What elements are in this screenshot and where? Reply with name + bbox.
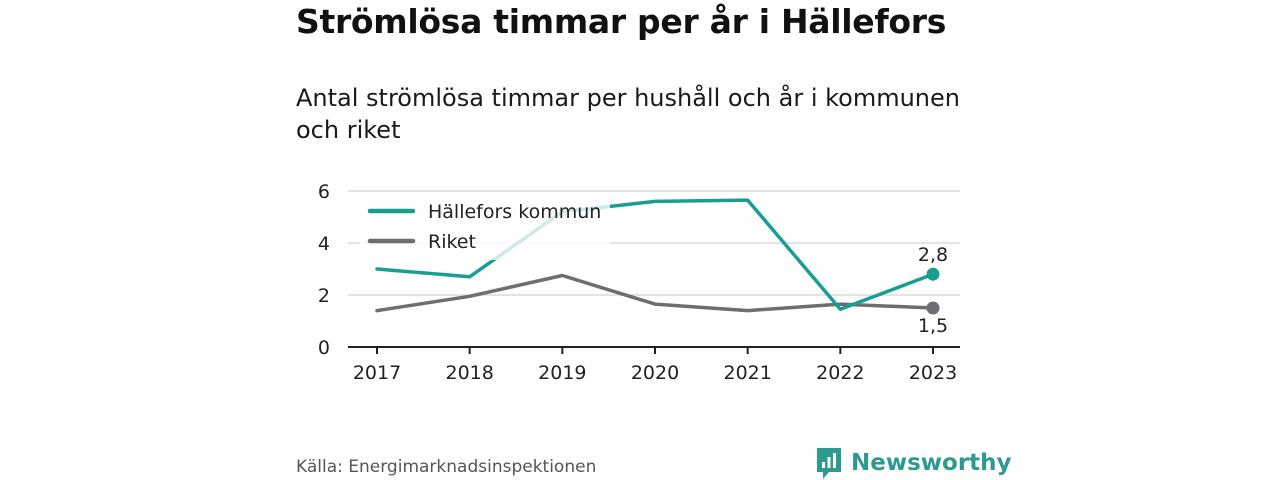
legend-label: Riket (428, 231, 476, 253)
series-line (375, 198, 935, 312)
y-tick-label: 6 (318, 181, 330, 203)
x-tick-label: 2020 (631, 362, 679, 384)
x-tick-label: 2017 (353, 362, 401, 384)
series-end-point (926, 301, 940, 315)
series-end-point (926, 267, 940, 281)
x-tick-label: 2018 (445, 362, 493, 384)
x-tick-label: 2023 (909, 362, 957, 384)
line-chart: 0 2 4 6 2017 2018 2019 2020 2021 2022 2023 Hällefor… (318, 181, 960, 384)
y-tick-label: 0 (318, 337, 330, 359)
chart-title: Strömlösa timmar per år i Hällefors (296, 2, 947, 41)
source-note: Källa: Energimarknadsinspektionen (296, 457, 597, 477)
legend-label: Hällefors kommun (428, 201, 601, 223)
y-tick-label: 4 (318, 233, 330, 255)
end-value-label: 1,5 (918, 315, 948, 337)
brand-name: Newsworthy (851, 450, 1012, 476)
newsworthy-logo: Newsworthy (815, 446, 1012, 480)
x-tick-label: 2022 (816, 362, 864, 384)
y-tick-label: 2 (318, 285, 330, 307)
x-tick-label: 2021 (723, 362, 771, 384)
legend-background (360, 196, 610, 260)
x-tick-label: 2019 (538, 362, 586, 384)
series-line (375, 273, 935, 313)
end-value-label: 2,8 (918, 244, 948, 266)
chart-subtitle: Antal strömlösa timmar per hushåll och å… (296, 84, 960, 144)
newsworthy-logo-icon (817, 448, 841, 479)
